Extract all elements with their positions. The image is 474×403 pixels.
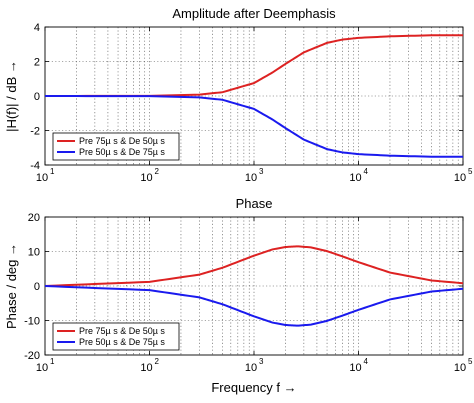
legend-label-1: Pre 75µ s & De 50µ s xyxy=(79,136,165,146)
x-tick-label: 10 xyxy=(36,362,48,374)
x-tick-exponent: 3 xyxy=(259,167,264,176)
series-line-2 xyxy=(44,285,464,327)
y-tick-label: 0 xyxy=(34,91,40,103)
series-line-2 xyxy=(44,95,463,158)
legend-label-2: Pre 50µ s & De 75µ s xyxy=(79,337,165,347)
y-tick-label: -10 xyxy=(24,316,40,328)
series-line-1 xyxy=(44,34,463,97)
legend-label-2: Pre 50µ s & De 75µ s xyxy=(79,147,165,157)
x-tick-label: 10 xyxy=(349,172,361,184)
x-tick-label: 10 xyxy=(245,172,257,184)
x-tick-exponent: 3 xyxy=(259,357,264,366)
legend-box xyxy=(52,132,180,161)
x-axis-label: Frequency f → xyxy=(211,380,296,395)
x-tick-exponent: 2 xyxy=(155,357,160,366)
x-tick-label: 10 xyxy=(454,362,466,374)
x-tick-label: 10 xyxy=(36,172,48,184)
chart-title: Amplitude after Deemphasis xyxy=(172,6,336,21)
y-tick-label: 4 xyxy=(34,22,40,34)
x-tick-label: 10 xyxy=(245,362,257,374)
y-tick-label: 2 xyxy=(34,57,40,69)
y-tick-label: 20 xyxy=(28,212,40,224)
chart-title: Phase xyxy=(236,196,273,211)
y-axis-label: |H(f)| / dB → xyxy=(4,60,19,132)
x-tick-exponent: 4 xyxy=(364,167,369,176)
y-tick-label: 0 xyxy=(34,281,40,293)
x-tick-exponent: 4 xyxy=(364,357,369,366)
x-tick-label: 10 xyxy=(349,362,361,374)
series-line-1 xyxy=(44,245,464,287)
y-tick-label: -4 xyxy=(30,160,40,172)
legend-box xyxy=(52,322,180,351)
x-tick-label: 10 xyxy=(140,362,152,374)
y-tick-label: -20 xyxy=(24,350,40,362)
x-tick-exponent: 2 xyxy=(155,167,160,176)
legend-label-1: Pre 75µ s & De 50µ s xyxy=(79,326,165,336)
x-tick-label: 10 xyxy=(140,172,152,184)
x-tick-exponent: 1 xyxy=(50,357,55,366)
x-tick-exponent: 5 xyxy=(468,357,473,366)
y-tick-label: -2 xyxy=(30,126,40,138)
x-tick-exponent: 1 xyxy=(50,167,55,176)
y-tick-label: 10 xyxy=(28,247,40,259)
y-axis-label: Phase / deg → xyxy=(4,243,19,329)
x-tick-label: 10 xyxy=(454,172,466,184)
x-tick-exponent: 5 xyxy=(468,167,473,176)
